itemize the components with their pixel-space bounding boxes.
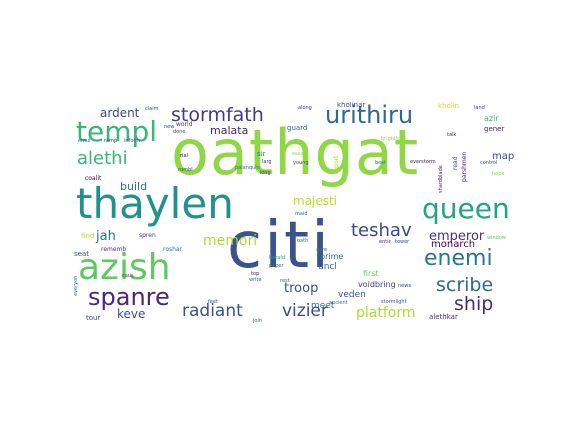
word-palanquin: palanquin [235, 165, 260, 171]
word-find: find [81, 232, 95, 240]
word-hope: hope [492, 171, 505, 177]
word-jah: jah [96, 229, 116, 244]
word-agre: agre [316, 247, 328, 253]
word-memori: memori [203, 233, 258, 249]
word-everyon: everyon [73, 275, 79, 296]
word-stormfath: stormfath [171, 104, 264, 126]
word-thaylen: thaylen [76, 179, 234, 228]
word-scribe: scribe [436, 274, 494, 296]
word-feet: feet [208, 299, 218, 305]
word-enemi: enemi [424, 246, 493, 271]
word-young: young [293, 160, 309, 166]
word-platform: platform [356, 305, 416, 321]
word-entir: entir [379, 239, 391, 245]
word-tower: tower [395, 239, 410, 245]
word-spanre: spanre [88, 283, 170, 311]
word-prime: prime [320, 252, 344, 261]
word-talk: talk [447, 132, 457, 138]
word-majesti: majesti [293, 194, 338, 208]
word-world: world [176, 121, 193, 128]
word-azish: azish [78, 247, 171, 288]
word-ship: ship [454, 293, 494, 315]
word-new: new [164, 124, 175, 130]
word-voidbring: voidbring [358, 280, 396, 289]
word-alethkar: alethkar [429, 313, 458, 321]
word-troop: troop [284, 281, 319, 296]
word-guard: guard [287, 124, 308, 132]
word-map: map [492, 151, 515, 162]
word-parshmen: parshmen [461, 151, 468, 182]
word-write: write [249, 277, 262, 283]
word-best: best [375, 160, 386, 166]
word-essay: essay [292, 151, 307, 157]
word-news: news [398, 283, 411, 289]
word-shardblade: shardblade [438, 165, 444, 193]
word-stormlight: stormlight [381, 299, 407, 305]
word-uncl: uncl [318, 262, 337, 272]
word-spren: spren [139, 232, 156, 239]
word-larg: larg [262, 159, 272, 165]
word-coalit: coalit [85, 175, 102, 182]
word-roshar: roshar [163, 246, 183, 253]
word-inform: inform [124, 138, 141, 144]
word-templ: templ [76, 115, 158, 148]
word-alethi: alethi [77, 148, 128, 169]
word-build: build [120, 180, 148, 193]
word-report: report [333, 155, 340, 174]
word-seat: seat [74, 250, 89, 258]
word-queen: queen [422, 192, 510, 225]
word-gener: gener [484, 125, 505, 133]
word-brightlord: brightlord [381, 136, 406, 142]
word-sir: sir [257, 150, 266, 158]
word-keve: keve [117, 307, 146, 321]
word-rest: rest [280, 278, 290, 284]
word-urithiru: urithiru [325, 102, 414, 129]
word-top: top [251, 271, 260, 277]
word-rumbl: rumbl [178, 167, 193, 173]
word-malata: malata [210, 124, 249, 137]
word-emul: emul [78, 138, 91, 144]
word-rial: rial [180, 153, 188, 159]
word-citi: citi [227, 209, 331, 283]
word-monarch: monarch [431, 239, 476, 250]
word-kholinar: kholinar [337, 102, 366, 109]
word-tour: tour [86, 314, 101, 322]
word-maid: maid [295, 211, 308, 217]
word-first: first [363, 269, 379, 278]
word-radiant: radiant [182, 301, 243, 321]
word-vizier: vizier [282, 301, 328, 321]
word-ardent: ardent [100, 106, 140, 120]
word-control: control [480, 160, 498, 166]
word-teshav: teshav [351, 220, 412, 241]
word-everstorm: everstorm [410, 159, 436, 165]
word-ramp: ramp [104, 138, 118, 144]
word-ancient: ancient [329, 300, 348, 306]
word-kholin: kholin [438, 102, 460, 110]
word-azir: azir [484, 114, 499, 123]
word-caus: caus [122, 273, 134, 279]
word-claim: claim [145, 106, 159, 112]
word-read: read [452, 156, 459, 170]
word-cloud: oathgat citi thaylen azish templ queen u… [72, 102, 520, 329]
word-king: king [260, 170, 271, 176]
word-meet: meet [311, 301, 335, 311]
word-along: along [298, 105, 312, 111]
word-veden: veden [338, 290, 366, 300]
word-oath: oath [297, 238, 309, 244]
word-done: done [173, 129, 186, 135]
word-land: land [474, 105, 485, 111]
word-join: join [253, 318, 263, 324]
word-emperor: emperor [429, 229, 485, 244]
word-paper: paper [269, 263, 284, 269]
word-window: window [487, 235, 506, 241]
word-herald: herald [269, 255, 285, 261]
word-rememb: rememb [101, 246, 127, 253]
word-oathgat: oathgat [171, 116, 420, 189]
